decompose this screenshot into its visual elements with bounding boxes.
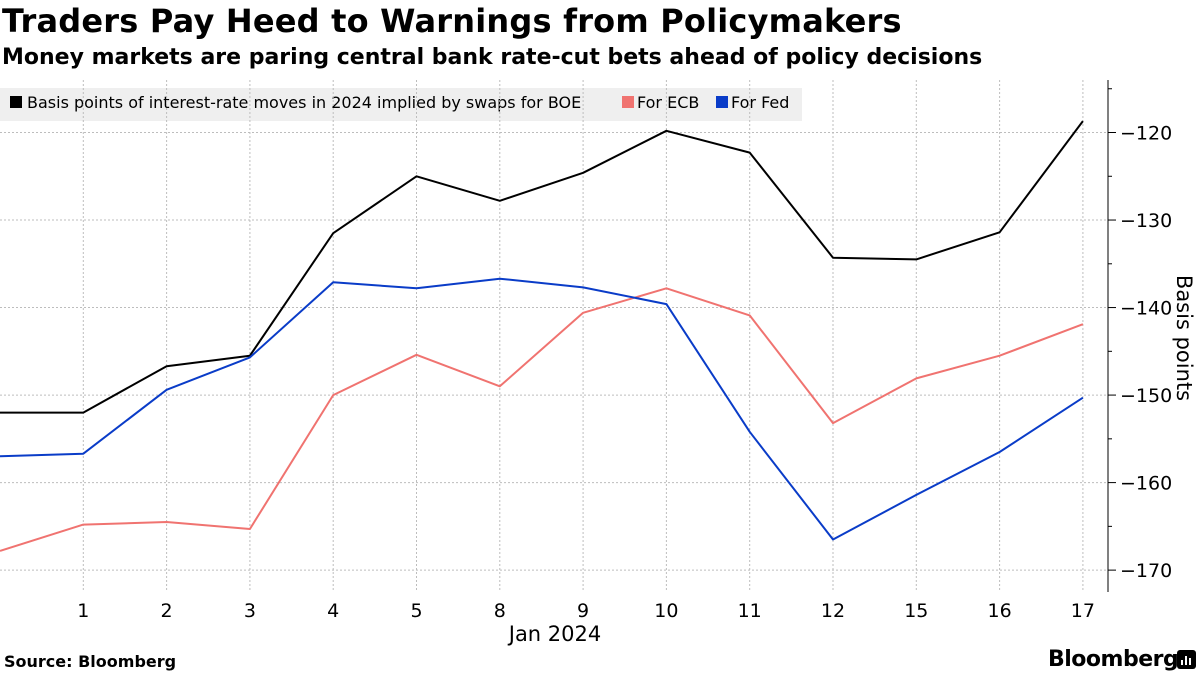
y-axis-title: Basis points <box>1172 275 1196 401</box>
series-line-boe <box>0 120 1084 414</box>
y-tick-label: −140 <box>1120 298 1172 320</box>
y-tick-label: −150 <box>1120 385 1172 407</box>
x-tick-label: 3 <box>244 600 256 622</box>
chart-subtitle: Money markets are paring central bank ra… <box>2 45 983 70</box>
legend-swatch-ecb <box>622 96 634 108</box>
bloomberg-chart-icon <box>1177 650 1196 669</box>
x-tick-label: 5 <box>410 600 422 622</box>
y-tick-label: −120 <box>1120 123 1172 145</box>
series-lines <box>0 120 1084 552</box>
series-line-ecb <box>0 287 1084 552</box>
bloomberg-logo: Bloomberg <box>1048 647 1179 672</box>
legend-swatch-boe <box>10 96 22 108</box>
legend-label-ecb: For ECB <box>637 93 699 112</box>
source-note: Source: Bloomberg <box>4 652 177 671</box>
series-line-fed <box>0 277 1084 541</box>
legend: Basis points of interest-rate moves in 2… <box>10 93 789 112</box>
legend-label-fed: For Fed <box>731 93 789 112</box>
x-tick-label: 8 <box>494 600 506 622</box>
x-axis-title: Jan 2024 <box>507 622 602 646</box>
x-tick-label: 12 <box>821 600 845 622</box>
legend-label-boe: Basis points of interest-rate moves in 2… <box>27 93 581 112</box>
y-tick-label: −160 <box>1120 473 1172 495</box>
x-tick-label: 2 <box>161 600 173 622</box>
y-tick-label: −170 <box>1120 560 1172 582</box>
x-tick-label: 15 <box>904 600 928 622</box>
legend-background <box>0 88 802 121</box>
x-tick-label: 9 <box>577 600 589 622</box>
x-tick-label: 4 <box>327 600 339 622</box>
x-tick-label: 10 <box>654 600 678 622</box>
chart-title: Traders Pay Heed to Warnings from Policy… <box>2 2 902 40</box>
x-tick-label: 16 <box>988 600 1012 622</box>
x-tick-label: 11 <box>738 600 762 622</box>
legend-swatch-fed <box>716 96 728 108</box>
x-tick-label: 1 <box>77 600 89 622</box>
y-tick-label: −130 <box>1120 210 1172 232</box>
grid <box>0 80 1108 592</box>
x-tick-label: 17 <box>1071 600 1095 622</box>
